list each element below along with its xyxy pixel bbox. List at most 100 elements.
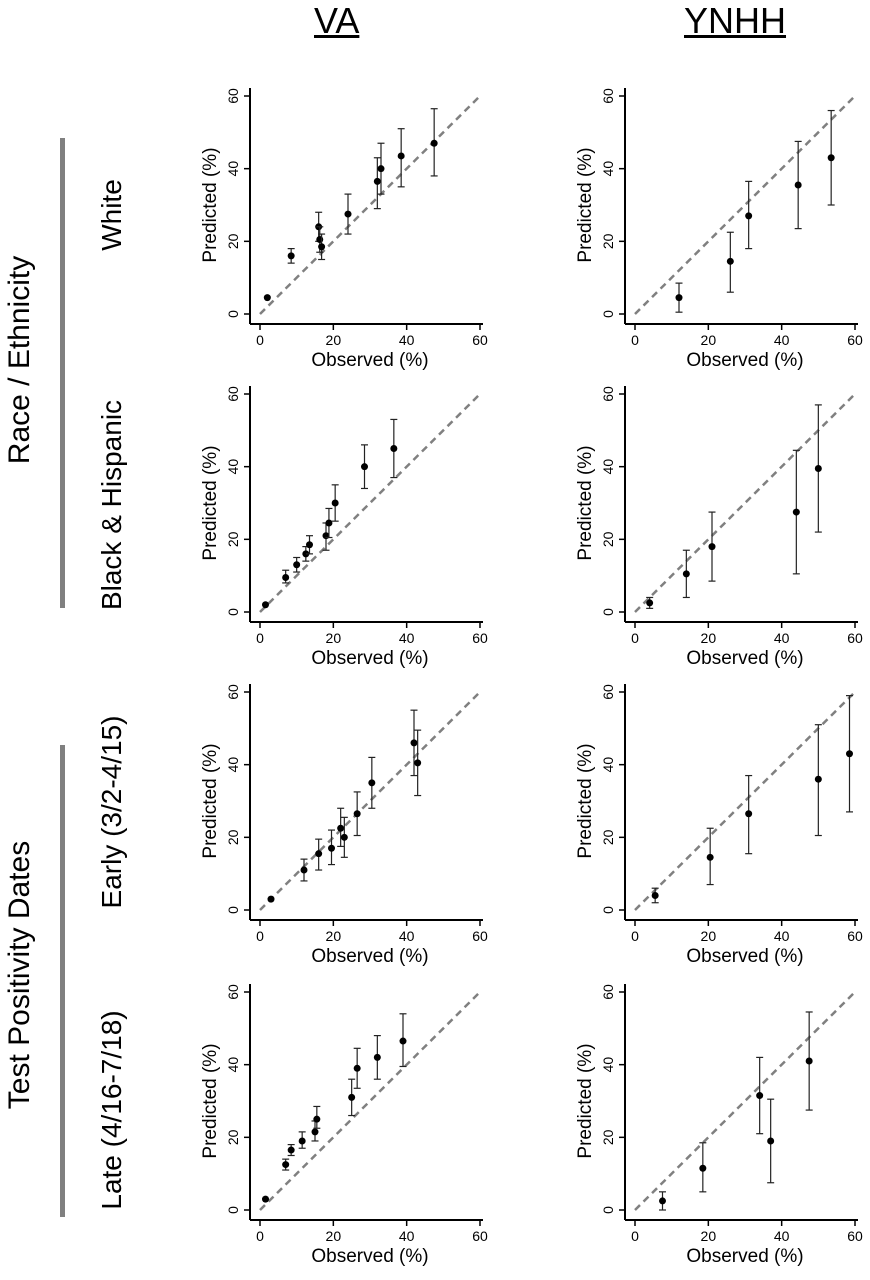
reference-line bbox=[634, 95, 856, 315]
x-axis-title: Observed (%) bbox=[311, 350, 428, 371]
x-axis-title: Observed (%) bbox=[686, 946, 803, 967]
x-tick-label: 20 bbox=[326, 332, 342, 348]
x-tick-label: 60 bbox=[472, 332, 488, 348]
x-tick-label: 0 bbox=[631, 332, 639, 348]
y-axis-title: Predicted (%) bbox=[575, 445, 596, 560]
data-point bbox=[377, 165, 385, 173]
reference-line bbox=[634, 991, 856, 1211]
y-tick-label: 60 bbox=[600, 984, 616, 1000]
data-point bbox=[267, 895, 275, 903]
data-point bbox=[353, 810, 361, 818]
x-axis-title: Observed (%) bbox=[686, 648, 803, 669]
data-point bbox=[397, 152, 405, 160]
y-tick-label: 60 bbox=[225, 984, 241, 1000]
data-point bbox=[675, 294, 683, 302]
y-tick-label: 0 bbox=[225, 608, 241, 616]
x-tick-label: 60 bbox=[847, 928, 863, 944]
column-title-va: VA bbox=[314, 0, 360, 41]
y-tick-label: 40 bbox=[225, 1057, 241, 1073]
scatter-panel-va-1: 0 20 40 60 0 20 40 60 Observed (%) Predicted (%) bbox=[200, 386, 488, 669]
reference-line bbox=[259, 393, 481, 613]
y-tick-label: 40 bbox=[225, 459, 241, 475]
x-axis-title: Observed (%) bbox=[311, 946, 428, 967]
y-tick-label: 20 bbox=[600, 829, 616, 845]
x-axis-title: Observed (%) bbox=[311, 648, 428, 669]
y-tick-label: 40 bbox=[225, 161, 241, 177]
data-point bbox=[706, 853, 714, 861]
data-point bbox=[262, 1195, 269, 1203]
y-tick-label: 20 bbox=[225, 233, 241, 249]
data-point bbox=[306, 541, 313, 549]
data-point bbox=[430, 139, 438, 147]
scatter-panel-ynhh-0: 0 20 40 60 0 20 40 60 Observed (%) Predicted (%) bbox=[575, 88, 863, 371]
y-tick-label: 60 bbox=[225, 88, 241, 104]
data-point bbox=[315, 850, 323, 858]
data-point bbox=[331, 499, 339, 507]
reference-line bbox=[634, 691, 856, 911]
x-tick-label: 60 bbox=[472, 928, 488, 944]
y-tick-label: 20 bbox=[225, 829, 241, 845]
x-tick-label: 60 bbox=[472, 630, 488, 646]
data-point bbox=[311, 1128, 319, 1136]
data-point bbox=[682, 570, 690, 578]
y-tick-label: 60 bbox=[600, 386, 616, 402]
y-tick-label: 60 bbox=[600, 88, 616, 104]
data-point bbox=[827, 154, 835, 162]
y-tick-label: 60 bbox=[225, 684, 241, 700]
x-tick-label: 0 bbox=[256, 630, 264, 646]
scatter-panel-va-0: 0 20 40 60 0 20 40 60 Observed (%) Predicted (%) bbox=[200, 88, 488, 371]
x-tick-label: 20 bbox=[701, 1228, 717, 1244]
data-point bbox=[659, 1197, 666, 1205]
x-tick-label: 60 bbox=[847, 630, 863, 646]
x-tick-label: 0 bbox=[631, 928, 639, 944]
x-tick-label: 20 bbox=[701, 332, 717, 348]
y-tick-label: 20 bbox=[600, 531, 616, 547]
y-tick-label: 20 bbox=[600, 233, 616, 249]
data-point bbox=[410, 739, 418, 747]
data-point bbox=[699, 1164, 707, 1172]
y-tick-label: 40 bbox=[600, 161, 616, 177]
y-axis-title: Predicted (%) bbox=[575, 1043, 596, 1158]
y-tick-label: 40 bbox=[600, 1057, 616, 1073]
data-point bbox=[316, 236, 324, 244]
x-tick-label: 60 bbox=[847, 332, 863, 348]
x-tick-label: 0 bbox=[256, 1228, 264, 1244]
data-point bbox=[318, 243, 326, 251]
y-tick-label: 40 bbox=[225, 757, 241, 773]
x-tick-label: 20 bbox=[701, 928, 717, 944]
x-tick-label: 40 bbox=[399, 928, 415, 944]
x-tick-label: 40 bbox=[399, 332, 415, 348]
y-tick-label: 40 bbox=[600, 459, 616, 475]
x-tick-label: 0 bbox=[256, 332, 264, 348]
data-point bbox=[745, 212, 753, 220]
scatter-panel-ynhh-2: 0 20 40 60 0 20 40 60 Observed (%) Predicted (%) bbox=[575, 684, 863, 967]
group-bar-race bbox=[60, 138, 65, 608]
x-tick-label: 40 bbox=[774, 1228, 790, 1244]
y-axis-title: Predicted (%) bbox=[575, 147, 596, 262]
y-tick-label: 20 bbox=[225, 1129, 241, 1145]
data-point bbox=[262, 601, 269, 609]
x-tick-label: 40 bbox=[774, 928, 790, 944]
data-point bbox=[302, 550, 310, 558]
data-point bbox=[282, 1161, 290, 1169]
data-point bbox=[814, 775, 822, 783]
data-point bbox=[646, 599, 654, 607]
y-tick-label: 20 bbox=[600, 1129, 616, 1145]
reference-line bbox=[259, 95, 481, 315]
data-point bbox=[263, 294, 271, 302]
data-point bbox=[814, 464, 822, 472]
x-tick-label: 40 bbox=[774, 630, 790, 646]
data-point bbox=[794, 181, 802, 189]
y-axis-title: Predicted (%) bbox=[575, 743, 596, 858]
data-point bbox=[287, 1146, 295, 1154]
scatter-panel-ynhh-1: 0 20 40 60 0 20 40 60 Observed (%) Predicted (%) bbox=[575, 386, 863, 669]
data-point bbox=[767, 1137, 775, 1145]
group-bar-dates bbox=[60, 745, 65, 1217]
data-point bbox=[368, 779, 376, 787]
reference-line bbox=[634, 393, 856, 613]
data-point bbox=[708, 543, 716, 551]
scatter-panel-va-2: 0 20 40 60 0 20 40 60 Observed (%) Predicted (%) bbox=[200, 684, 488, 967]
y-tick-label: 0 bbox=[225, 310, 241, 318]
y-axis-title: Predicted (%) bbox=[200, 743, 221, 858]
